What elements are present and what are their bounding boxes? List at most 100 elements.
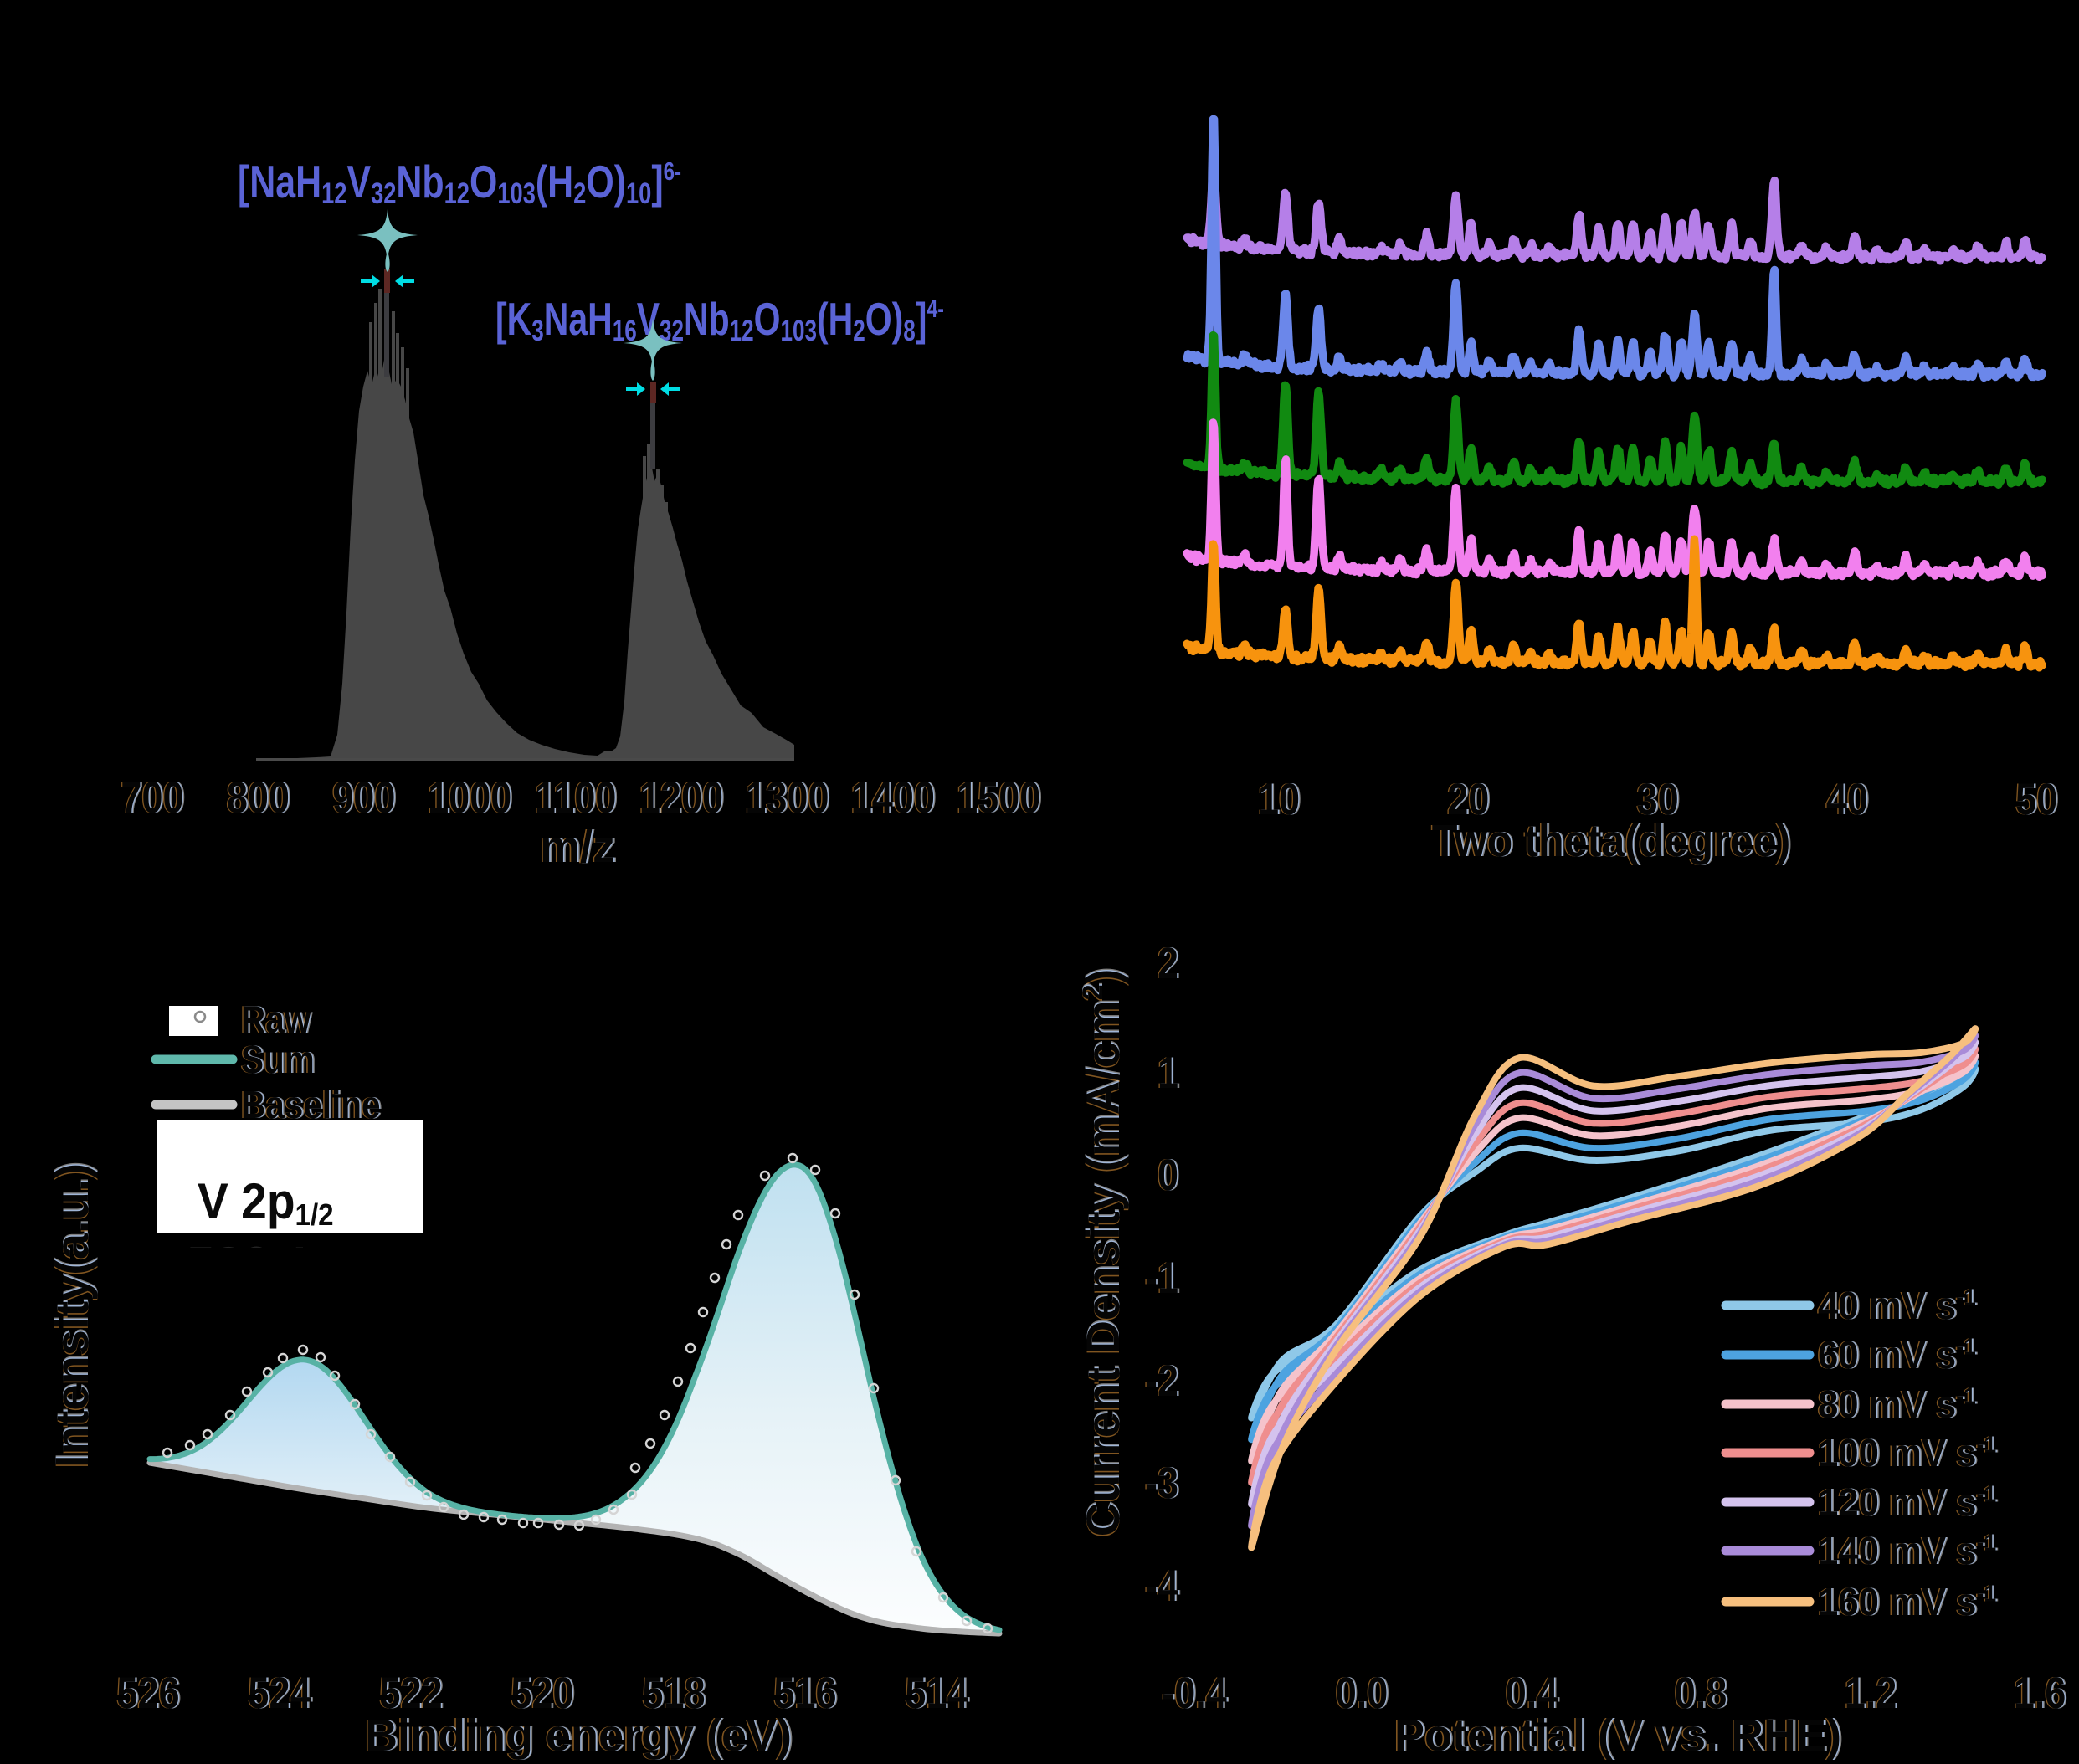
svg-text:0: 0 (1158, 1151, 1178, 1200)
svg-text:140 mV s-1: 140 mV s-1 (1819, 1529, 1997, 1572)
svg-text:-0.4: -0.4 (1163, 1669, 1228, 1718)
svg-text:60 mV s-1: 60 mV s-1 (1820, 1333, 1979, 1377)
svg-text:-4: -4 (1145, 1561, 1179, 1611)
svg-text:[K3NaH16V32Nb12O103(H2O)8]4-: [K3NaH16V32Nb12O103(H2O)8]4- (495, 294, 944, 347)
svg-text:514: 514 (906, 1669, 970, 1718)
svg-text:Raw: Raw (240, 999, 310, 1042)
svg-text:0.4: 0.4 (1507, 1669, 1560, 1718)
svg-text:1000: 1000 (429, 773, 512, 823)
svg-text:0.4: 0.4 (1507, 1669, 1559, 1718)
svg-text:-4: -4 (1144, 1561, 1178, 1611)
svg-text:526: 526 (118, 1669, 181, 1718)
svg-text:Sum: Sum (242, 1039, 316, 1082)
svg-text:0.0: 0.0 (1334, 1669, 1387, 1718)
svg-text:-1: -1 (1145, 1254, 1178, 1303)
svg-text:Raw: Raw (244, 999, 313, 1042)
svg-text:60 mV s-1: 60 mV s-1 (1816, 1333, 1974, 1377)
svg-text:140 mV s-1: 140 mV s-1 (1816, 1529, 1994, 1572)
svg-text:700: 700 (121, 773, 183, 823)
svg-text:0.0: 0.0 (1336, 1669, 1389, 1718)
svg-text:V 2p1/2: V 2p1/2 (198, 1174, 334, 1232)
svg-text:516: 516 (776, 1669, 839, 1718)
svg-text:-2: -2 (1146, 1356, 1179, 1406)
svg-text:800: 800 (228, 773, 290, 823)
svg-text:Two theta(degree): Two theta(degree) (1430, 816, 1789, 866)
svg-text:-0.4: -0.4 (1162, 1669, 1227, 1718)
svg-text:900: 900 (335, 773, 398, 823)
svg-text:Potential (V vs. RHE): Potential (V vs. RHE) (1394, 1710, 1841, 1761)
svg-text:1300: 1300 (744, 773, 828, 823)
svg-text:-3: -3 (1146, 1459, 1179, 1508)
svg-text:516: 516 (773, 1669, 835, 1718)
svg-text:1400: 1400 (852, 773, 936, 823)
svg-text:520: 520 (512, 1669, 575, 1718)
svg-text:100 mV s-1: 100 mV s-1 (1820, 1431, 1999, 1474)
svg-text:2: 2 (1158, 939, 1178, 988)
svg-text:1.6: 1.6 (2014, 1669, 2066, 1718)
svg-text:1500: 1500 (959, 773, 1043, 823)
svg-text:800: 800 (227, 773, 290, 823)
svg-text:m/z: m/z (541, 822, 616, 872)
svg-text:0.8: 0.8 (1676, 1669, 1729, 1718)
svg-text:10: 10 (1257, 775, 1299, 824)
svg-text:1200: 1200 (640, 773, 724, 823)
svg-text:524: 524 (247, 1669, 311, 1718)
svg-text:1.2: 1.2 (1846, 1669, 1899, 1718)
svg-text:1300: 1300 (747, 773, 831, 823)
svg-text:1200: 1200 (639, 773, 723, 823)
svg-text:Raw: Raw (241, 999, 311, 1042)
svg-text:80 mV s-1: 80 mV s-1 (1820, 1382, 1979, 1426)
svg-text:40: 40 (1828, 775, 1870, 824)
svg-text:-1: -1 (1144, 1254, 1178, 1303)
svg-text:Intensity(a.u.): Intensity(a.u.) (45, 1165, 98, 1469)
svg-text:800: 800 (225, 773, 288, 823)
svg-text:Current Density (mA/cm2): Current Density (mA/cm2) (1076, 967, 1129, 1535)
svg-text:30: 30 (1635, 775, 1677, 824)
svg-text:700: 700 (123, 773, 186, 823)
svg-text:0.8: 0.8 (1673, 1669, 1726, 1718)
svg-text:Potential (V vs. RHE): Potential (V vs. RHE) (1393, 1710, 1840, 1761)
svg-text:1100: 1100 (533, 773, 615, 823)
svg-text:Sum: Sum (241, 1039, 315, 1082)
svg-text:10: 10 (1258, 775, 1300, 824)
svg-text:120 mV s-1: 120 mV s-1 (1816, 1480, 1994, 1524)
svg-text:[NaH12V32Nb12O103(H2O)10]6-: [NaH12V32Nb12O103(H2O)10]6- (238, 156, 681, 210)
svg-text:0.4: 0.4 (1504, 1669, 1557, 1718)
svg-text:526: 526 (116, 1669, 178, 1718)
svg-text:Current Density (mA/cm2): Current Density (mA/cm2) (1076, 969, 1129, 1537)
svg-text:1: 1 (1157, 1049, 1178, 1098)
svg-text:160 mV s-1: 160 mV s-1 (1819, 1580, 1997, 1623)
svg-text:80 mV s-1: 80 mV s-1 (1819, 1382, 1977, 1426)
svg-text:Two theta(degree): Two theta(degree) (1434, 816, 1793, 866)
svg-text:30: 30 (1637, 775, 1679, 824)
svg-text:516: 516 (773, 1669, 836, 1718)
svg-text:120 mV s-1: 120 mV s-1 (1818, 1480, 1996, 1524)
svg-text:522: 522 (379, 1669, 442, 1718)
svg-text:1.6: 1.6 (2012, 1669, 2065, 1718)
svg-text:0: 0 (1159, 1151, 1180, 1200)
svg-text:-0.4: -0.4 (1161, 1669, 1226, 1718)
svg-text:514: 514 (904, 1669, 968, 1718)
svg-text:160 mV s-1: 160 mV s-1 (1818, 1580, 1996, 1623)
svg-text:1000: 1000 (428, 773, 511, 823)
svg-text:1.2: 1.2 (1845, 1669, 1897, 1718)
svg-text:40 mV s-1: 40 mV s-1 (1816, 1284, 1974, 1327)
svg-text:160 mV s-1: 160 mV s-1 (1816, 1580, 1994, 1623)
svg-text:1300: 1300 (745, 773, 829, 823)
svg-text:516: 516 (775, 1669, 838, 1718)
svg-text:1.2: 1.2 (1843, 1669, 1896, 1718)
svg-text:40: 40 (1827, 775, 1869, 824)
svg-text:Sum: Sum (244, 1039, 317, 1082)
svg-text:900: 900 (331, 773, 394, 823)
svg-text:50: 50 (2016, 775, 2058, 824)
svg-text:1400: 1400 (850, 773, 933, 823)
svg-text:-3: -3 (1144, 1459, 1178, 1508)
svg-text:1400: 1400 (853, 773, 937, 823)
svg-text:Current Density (mA/cm2): Current Density (mA/cm2) (1076, 970, 1129, 1538)
svg-text:900: 900 (332, 773, 395, 823)
svg-text:1.6: 1.6 (2015, 1669, 2068, 1718)
svg-text:140 mV s-1: 140 mV s-1 (1820, 1529, 1999, 1572)
svg-text:0.0: 0.0 (1337, 1669, 1390, 1718)
svg-text:160 mV s-1: 160 mV s-1 (1820, 1580, 1999, 1623)
svg-text:1200: 1200 (641, 773, 725, 823)
